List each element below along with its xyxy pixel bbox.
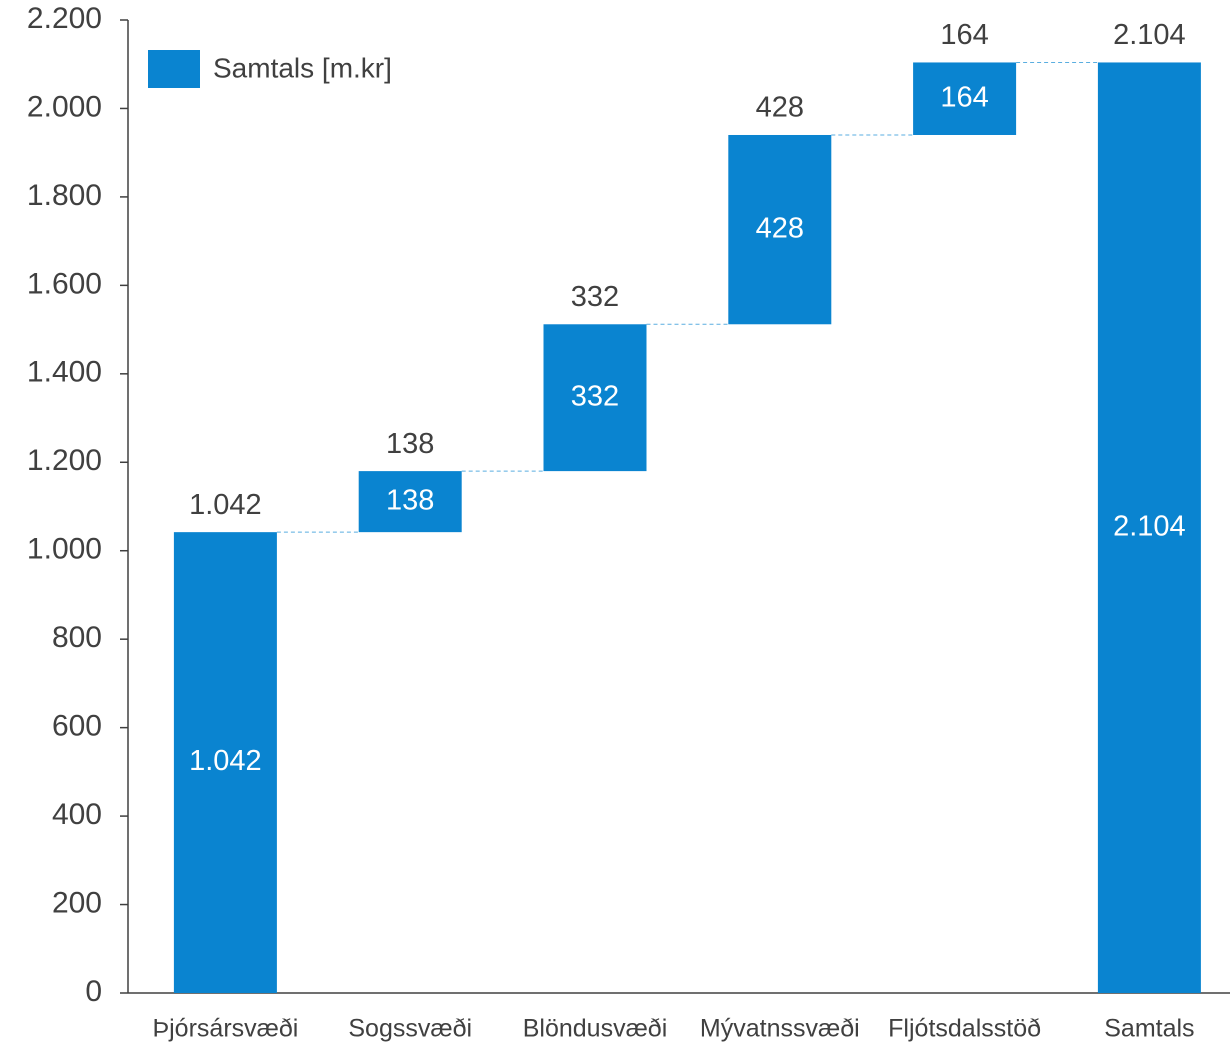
y-tick-label: 2.000 bbox=[27, 90, 102, 123]
bar bbox=[913, 62, 1017, 135]
y-tick-label: 200 bbox=[52, 886, 102, 919]
bar bbox=[358, 471, 462, 533]
y-tick-label: 2.200 bbox=[27, 2, 102, 35]
value-label-inside: 428 bbox=[756, 212, 804, 244]
value-label: 2.104 bbox=[1113, 19, 1186, 51]
y-tick-label: 600 bbox=[52, 710, 102, 743]
bar bbox=[543, 324, 647, 472]
y-tick-label: 1.800 bbox=[27, 179, 102, 212]
x-tick-label: Sogssvæði bbox=[348, 1015, 472, 1043]
value-label: 428 bbox=[756, 92, 804, 124]
legend-swatch bbox=[148, 50, 200, 88]
y-tick-label: 1.400 bbox=[27, 356, 102, 389]
bar bbox=[728, 134, 832, 325]
y-tick-label: 0 bbox=[85, 975, 102, 1008]
legend-label: Samtals [m.kr] bbox=[213, 52, 392, 83]
y-tick-label: 1.200 bbox=[27, 444, 102, 477]
value-label-inside: 2.104 bbox=[1113, 510, 1186, 542]
x-tick-label: Blöndusvæði bbox=[523, 1015, 668, 1043]
bar bbox=[173, 532, 277, 993]
value-label: 1.042 bbox=[189, 489, 262, 521]
y-tick-label: 1.600 bbox=[27, 267, 102, 300]
y-tick-label: 400 bbox=[52, 798, 102, 831]
y-tick-label: 800 bbox=[52, 621, 102, 654]
x-tick-label: Mývatnssvæði bbox=[700, 1015, 860, 1043]
bar bbox=[1097, 62, 1201, 993]
value-label: 138 bbox=[386, 428, 434, 460]
value-label-inside: 332 bbox=[571, 380, 619, 412]
value-label-inside: 138 bbox=[386, 484, 434, 516]
x-tick-label: Fljótsdalsstöð bbox=[888, 1015, 1041, 1043]
x-tick-label: Samtals bbox=[1104, 1015, 1194, 1043]
x-tick-label: Þjórsársvæði bbox=[152, 1015, 298, 1043]
value-label-inside: 164 bbox=[940, 81, 988, 113]
value-label: 164 bbox=[940, 19, 988, 51]
y-tick-label: 1.000 bbox=[27, 533, 102, 566]
value-label: 332 bbox=[571, 281, 619, 313]
value-label-inside: 1.042 bbox=[189, 745, 262, 777]
